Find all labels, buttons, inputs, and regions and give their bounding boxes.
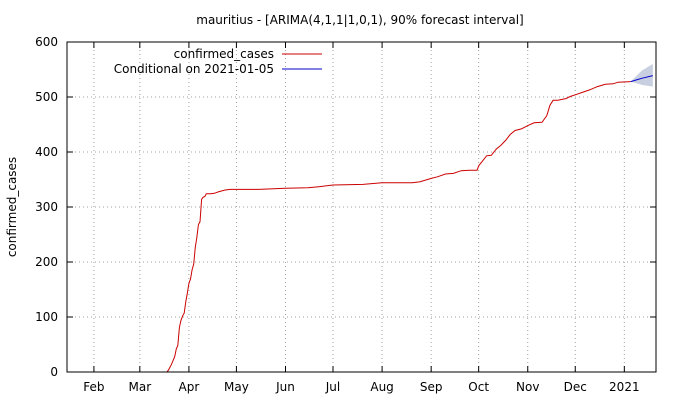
x-tick-label: 2021: [609, 380, 640, 394]
y-tick-label: 400: [35, 145, 58, 159]
x-tick-label: May: [224, 380, 249, 394]
chart-title: mauritius - [ARIMA(4,1,1|1,0,1), 90% for…: [196, 13, 523, 27]
y-tick-label: 600: [35, 35, 58, 49]
y-axis-label: confirmed_cases: [5, 157, 19, 257]
x-tick-label: Dec: [564, 380, 587, 394]
x-tick-label: Apr: [179, 380, 200, 394]
x-tick-label: Feb: [83, 380, 104, 394]
x-tick-label: Jun: [275, 380, 295, 394]
forecast-interval-area: [630, 64, 653, 87]
series-line-conditional-forecast: [630, 75, 653, 83]
x-tick-label: Jul: [325, 380, 340, 394]
x-tick-label: Aug: [370, 380, 393, 394]
series-line-confirmed-cases: [166, 81, 631, 373]
axis-ticks: 0 100 200 300 400 500 600 Feb Mar Apr May Jun Jul Aug…: [35, 35, 656, 394]
series-lines: [166, 75, 653, 373]
y-tick-label: 300: [35, 200, 58, 214]
legend-label-confirmed-cases: confirmed_cases: [174, 47, 274, 61]
y-tick-label: 100: [35, 310, 58, 324]
y-tick-label: 200: [35, 255, 58, 269]
y-tick-label: 0: [50, 365, 58, 379]
grid-lines: [67, 42, 656, 372]
y-tick-label: 500: [35, 90, 58, 104]
x-tick-label: Mar: [129, 380, 152, 394]
legend-label-conditional: Conditional on 2021-01-05: [114, 62, 274, 76]
legend: confirmed_cases Conditional on 2021-01-0…: [114, 47, 322, 76]
forecast-interval-band: [630, 64, 653, 87]
x-tick-label: Nov: [516, 380, 539, 394]
x-tick-label: Sep: [420, 380, 443, 394]
x-tick-label: Oct: [468, 380, 489, 394]
